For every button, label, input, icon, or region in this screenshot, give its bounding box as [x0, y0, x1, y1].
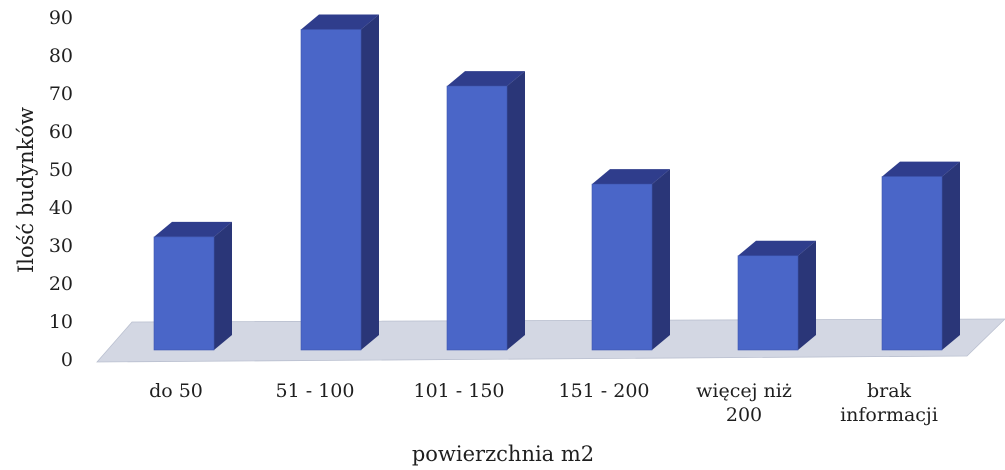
- x-category-label: 101 - 150: [413, 380, 504, 402]
- y-tick-label: 10: [49, 311, 73, 333]
- bar-front-face: [881, 176, 943, 351]
- y-tick-label: 50: [49, 159, 73, 181]
- bar-front-face: [737, 255, 799, 351]
- bar-side-face: [507, 71, 525, 350]
- y-axis-title: Ilość budynków: [14, 107, 38, 273]
- bar-side-face: [942, 161, 960, 350]
- y-tick-label: 90: [49, 7, 73, 29]
- x-category-label: do 50: [149, 380, 203, 402]
- y-tick-label: 70: [49, 83, 73, 105]
- x-category-label: 51 - 100: [276, 380, 355, 402]
- bar-top-face: [154, 221, 232, 237]
- bar-top-face: [301, 14, 379, 30]
- floor-plane: [96, 318, 1005, 363]
- bar: [591, 169, 670, 351]
- y-tick-label: 20: [49, 273, 73, 295]
- bar-top-face: [882, 161, 960, 177]
- x-category-label: więcej niż 200: [696, 380, 792, 426]
- bar-side-face: [798, 240, 816, 350]
- bar-front-face: [591, 183, 653, 351]
- x-axis-title: powierzchnia m2: [412, 442, 594, 466]
- bar-front-face: [153, 236, 215, 351]
- x-category-label: brak informacji: [840, 380, 938, 426]
- bar: [881, 161, 960, 351]
- y-tick-label: 60: [49, 121, 73, 143]
- y-tick-label: 30: [49, 235, 73, 257]
- bar: [300, 14, 379, 351]
- bar: [153, 221, 232, 351]
- y-tick-label: 0: [61, 349, 73, 371]
- bar-top-face: [592, 169, 670, 185]
- bar-side-face: [652, 169, 670, 350]
- x-category-label: 151 - 200: [558, 380, 649, 402]
- y-tick-label: 80: [49, 45, 73, 67]
- x-category-labels: do 50 51 - 100 101 - 150 151 - 200 więcej ni…: [149, 380, 938, 426]
- y-tick-label: 40: [49, 197, 73, 219]
- floor-layer: [96, 318, 1005, 363]
- bars-layer: [153, 14, 960, 351]
- bar-side-face: [361, 14, 379, 351]
- y-tick-labels: 0 10 20 30 40 50 60 70 80 90: [49, 7, 73, 371]
- bar-top-face: [447, 71, 525, 87]
- bar-front-face: [300, 29, 362, 351]
- bar: [737, 240, 816, 351]
- bar: [446, 71, 525, 351]
- bar-side-face: [214, 221, 232, 350]
- bar-front-face: [446, 85, 508, 351]
- bar-top-face: [738, 240, 816, 256]
